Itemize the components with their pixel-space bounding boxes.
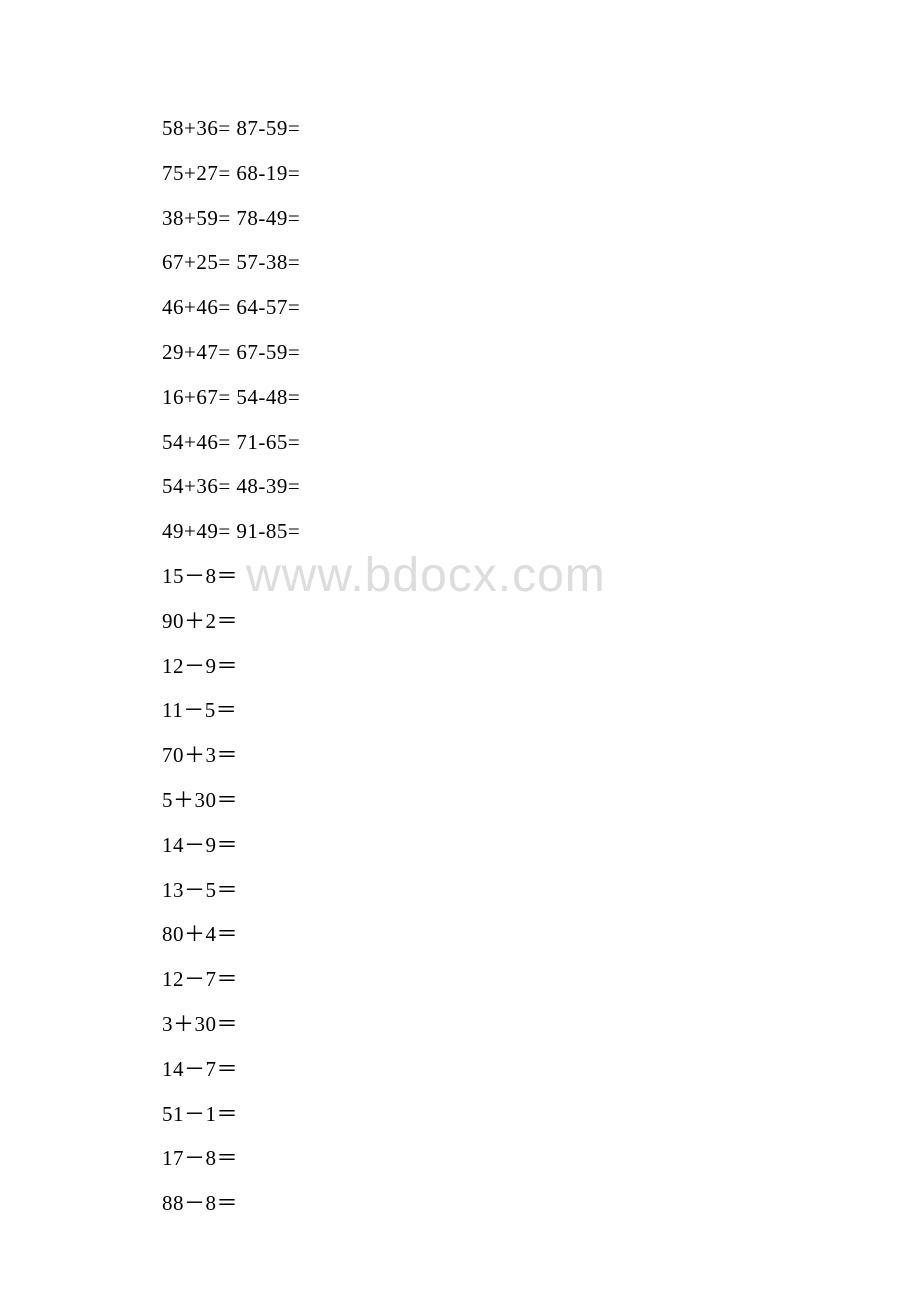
equation-line: 5＋30＝ xyxy=(162,778,920,823)
equation-line: 29+47= 67-59= xyxy=(162,330,920,375)
equation-line: 17－8＝ xyxy=(162,1136,920,1181)
equation-line: 15－8＝ xyxy=(162,554,920,599)
equation-line: 90＋2＝ xyxy=(162,599,920,644)
equation-line: 49+49= 91-85= xyxy=(162,509,920,554)
equation-line: 38+59= 78-49= xyxy=(162,196,920,241)
equation-line: 12－7＝ xyxy=(162,957,920,1002)
equation-line: 75+27= 68-19= xyxy=(162,151,920,196)
equation-line: 14－9＝ xyxy=(162,823,920,868)
equation-list: 58+36= 87-59= 75+27= 68-19= 38+59= 78-49… xyxy=(162,106,920,1226)
equation-line: 58+36= 87-59= xyxy=(162,106,920,151)
equation-line: 3＋30＝ xyxy=(162,1002,920,1047)
equation-line: 11－5＝ xyxy=(162,688,920,733)
equation-line: 70＋3＝ xyxy=(162,733,920,778)
equation-line: 54+46= 71-65= xyxy=(162,420,920,465)
equation-line: 14－7＝ xyxy=(162,1047,920,1092)
equation-line: 67+25= 57-38= xyxy=(162,240,920,285)
equation-line: 13－5＝ xyxy=(162,868,920,913)
equation-line: 16+67= 54-48= xyxy=(162,375,920,420)
equation-line: 51－1＝ xyxy=(162,1092,920,1137)
equation-line: 54+36= 48-39= xyxy=(162,464,920,509)
equation-line: 88－8＝ xyxy=(162,1181,920,1226)
equation-line: 12－9＝ xyxy=(162,644,920,689)
equation-line: 80＋4＝ xyxy=(162,912,920,957)
equation-line: 46+46= 64-57= xyxy=(162,285,920,330)
